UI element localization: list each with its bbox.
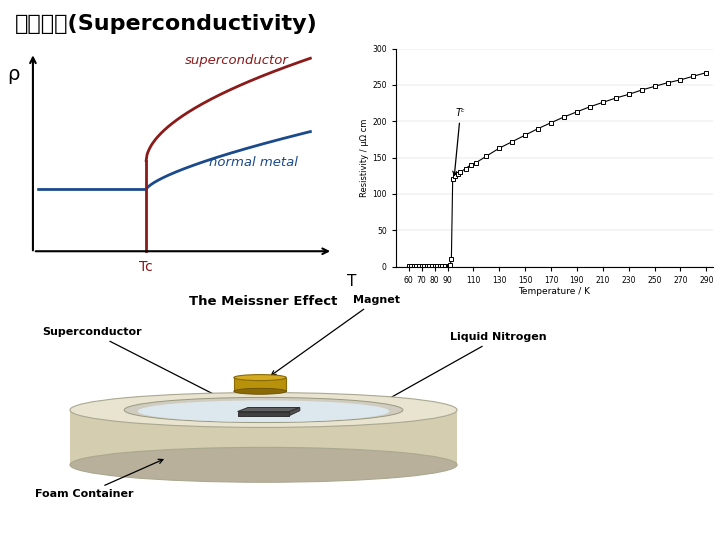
Polygon shape [238,411,289,416]
Text: ρ: ρ [7,65,20,84]
Text: superconductor: superconductor [185,54,289,67]
X-axis label: Temperature / K: Temperature / K [518,287,590,296]
Ellipse shape [234,388,287,394]
Ellipse shape [138,401,390,422]
Polygon shape [238,408,300,411]
Text: Magnet: Magnet [271,295,400,375]
Text: 초전도체(Superconductivity): 초전도체(Superconductivity) [14,14,317,33]
Text: Superconductor: Superconductor [42,327,240,408]
Ellipse shape [70,393,457,428]
Text: Liquid Nitrogen: Liquid Nitrogen [368,332,546,410]
Text: normal metal: normal metal [209,157,297,170]
Text: Tᶜ: Tᶜ [453,107,465,176]
Text: The Meissner Effect: The Meissner Effect [189,295,338,308]
Ellipse shape [70,447,457,482]
Polygon shape [289,408,300,416]
Ellipse shape [234,375,287,381]
Text: Foam Container: Foam Container [35,460,163,499]
Polygon shape [70,410,457,465]
Ellipse shape [124,397,403,422]
Y-axis label: Resistivity / μΩ cm: Resistivity / μΩ cm [360,118,369,197]
Text: Tc: Tc [139,260,153,274]
Text: T: T [346,274,356,289]
Polygon shape [234,377,287,392]
